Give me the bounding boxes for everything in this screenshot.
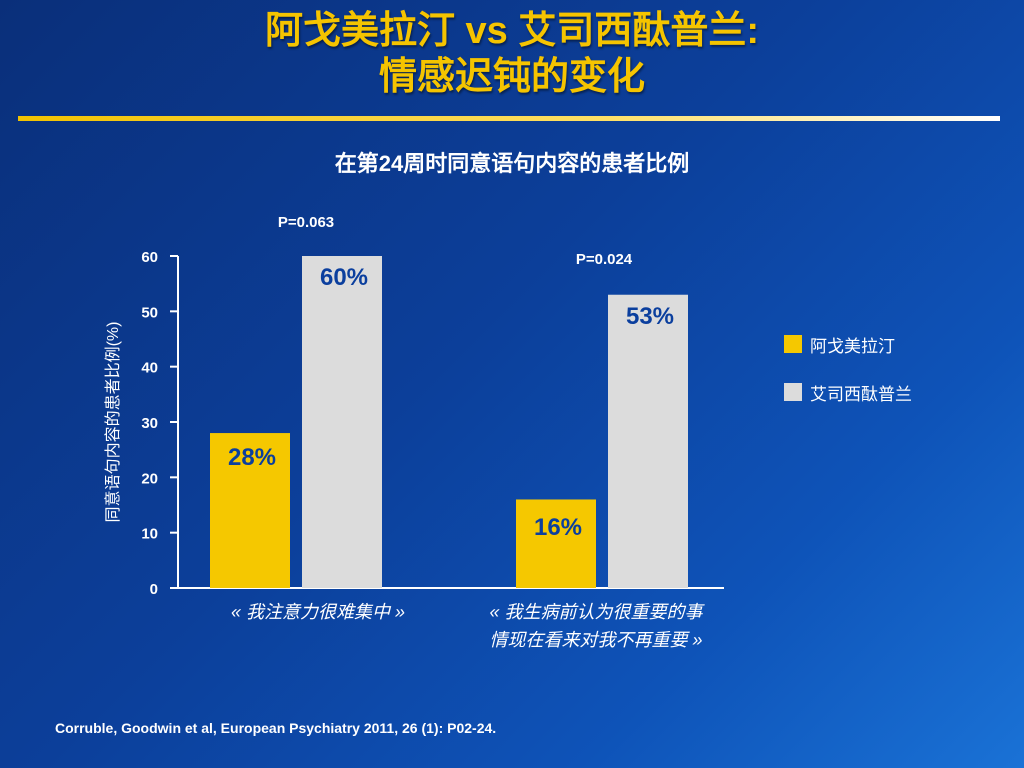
y-tick-label: 10 [141, 526, 158, 543]
legend-item-agomelatine: 阿戈美拉汀 [784, 333, 912, 356]
x-category-label: 情现在看来对我不再重要 » [489, 630, 702, 650]
chart-legend: 阿戈美拉汀 艾司西酞普兰 [784, 333, 912, 429]
x-category-label: « 我生病前认为很重要的事 [489, 602, 705, 622]
bar-agomelatine [516, 499, 596, 588]
y-tick-label: 40 [141, 360, 158, 377]
legend-swatch-escitalopram [784, 383, 802, 401]
p-value-annotation: P=0.063 [278, 214, 334, 231]
y-tick-label: 0 [150, 581, 158, 598]
y-tick-label: 30 [141, 415, 158, 432]
legend-swatch-agomelatine [784, 335, 802, 353]
bar-escitalopram [608, 294, 688, 588]
x-category-label: « 我注意力很难集中 » [231, 602, 405, 622]
title-divider [18, 116, 1000, 121]
slide-title-line1: 阿戈美拉汀 vs 艾司西酞普兰: [264, 10, 760, 52]
bar-escitalopram [302, 256, 382, 588]
bar-agomelatine [210, 433, 290, 588]
bar-value-label: 28% [228, 444, 276, 471]
legend-label-agomelatine: 阿戈美拉汀 [810, 336, 895, 356]
y-tick-label: 50 [141, 304, 158, 321]
bar-value-label: 53% [626, 303, 674, 330]
bar-value-label: 60% [320, 264, 368, 291]
legend-label-escitalopram: 艾司西酞普兰 [810, 384, 912, 404]
chart-title: 在第24周时同意语句内容的患者比例 [334, 151, 690, 176]
slide-title: 阿戈美拉汀 vs 艾司西酞普兰: 情感迟钝的变化 [0, 8, 1024, 100]
y-tick-label: 60 [141, 249, 158, 266]
citation: Corruble, Goodwin et al, European Psychi… [55, 720, 497, 736]
legend-item-escitalopram: 艾司西酞普兰 [784, 381, 912, 404]
slide-title-line2: 情感迟钝的变化 [378, 56, 645, 98]
bar-value-label: 16% [534, 514, 582, 541]
p-value-annotation: P=0.024 [576, 251, 633, 268]
y-axis-label: 同意语句内容的患者比例(%) [103, 322, 122, 523]
y-tick-label: 20 [141, 470, 158, 487]
